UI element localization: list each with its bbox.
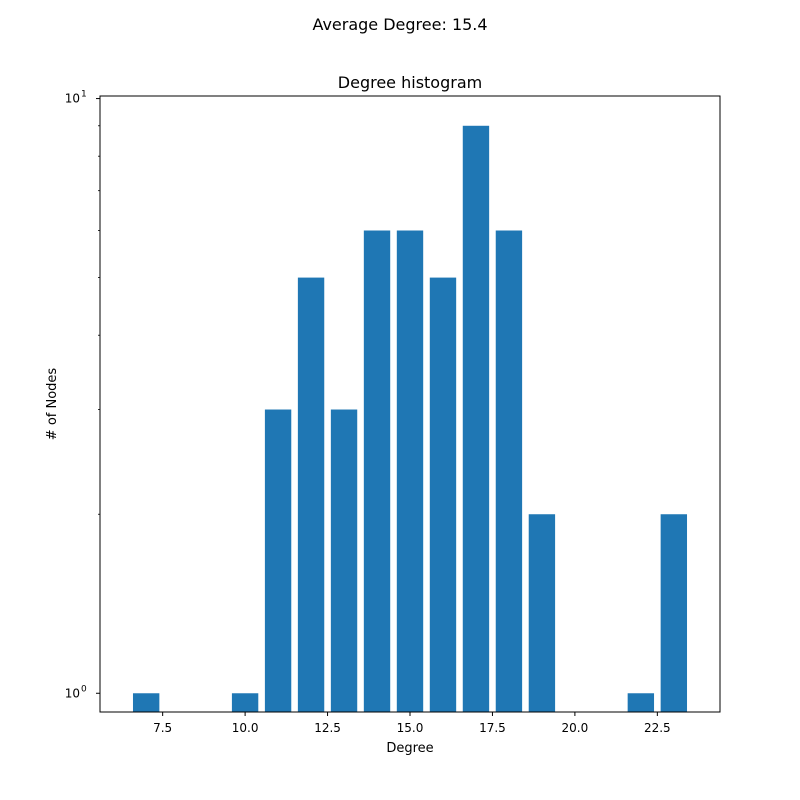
x-tick-label: 17.5 [479,721,506,735]
plot-frame [99,95,721,713]
bar-degree-19 [528,514,556,712]
x-tick-label: 20.0 [562,721,589,735]
y-tick-label-exponent: 0 [81,684,87,694]
x-tick-label: 12.5 [314,721,341,735]
y-tick-label-exponent: 1 [81,90,87,100]
figure-suptitle: Average Degree: 15.4 [312,15,487,34]
bar-degree-23 [660,514,688,712]
x-axis-label: Degree [386,741,433,756]
chart-title: Degree histogram [338,73,482,92]
y-axis-label: # of Nodes [45,368,60,441]
bar-degree-10 [231,693,259,712]
bar-degree-22 [627,693,655,712]
x-axis: 7.5 10.0 12.5 15.0 17.5 20.0 22.5 [153,712,671,735]
x-tick-label: 15.0 [397,721,424,735]
bar-degree-14 [363,230,391,712]
y-tick-label: 10 [65,92,80,106]
x-tick-label: 10.0 [232,721,259,735]
bars [132,125,688,712]
y-minor-ticks [98,125,100,515]
bar-degree-18 [495,230,523,712]
bar-degree-15 [396,230,424,712]
bar-degree-17 [462,125,490,712]
bar-degree-12 [297,277,325,712]
bar-degree-13 [330,409,358,712]
y-tick-label: 10 [65,686,80,700]
x-tick-label: 7.5 [153,721,172,735]
bar-degree-16 [429,277,457,712]
x-tick-label: 22.5 [644,721,671,735]
bar-degree-11 [264,409,292,712]
bar-degree-7 [132,693,160,712]
